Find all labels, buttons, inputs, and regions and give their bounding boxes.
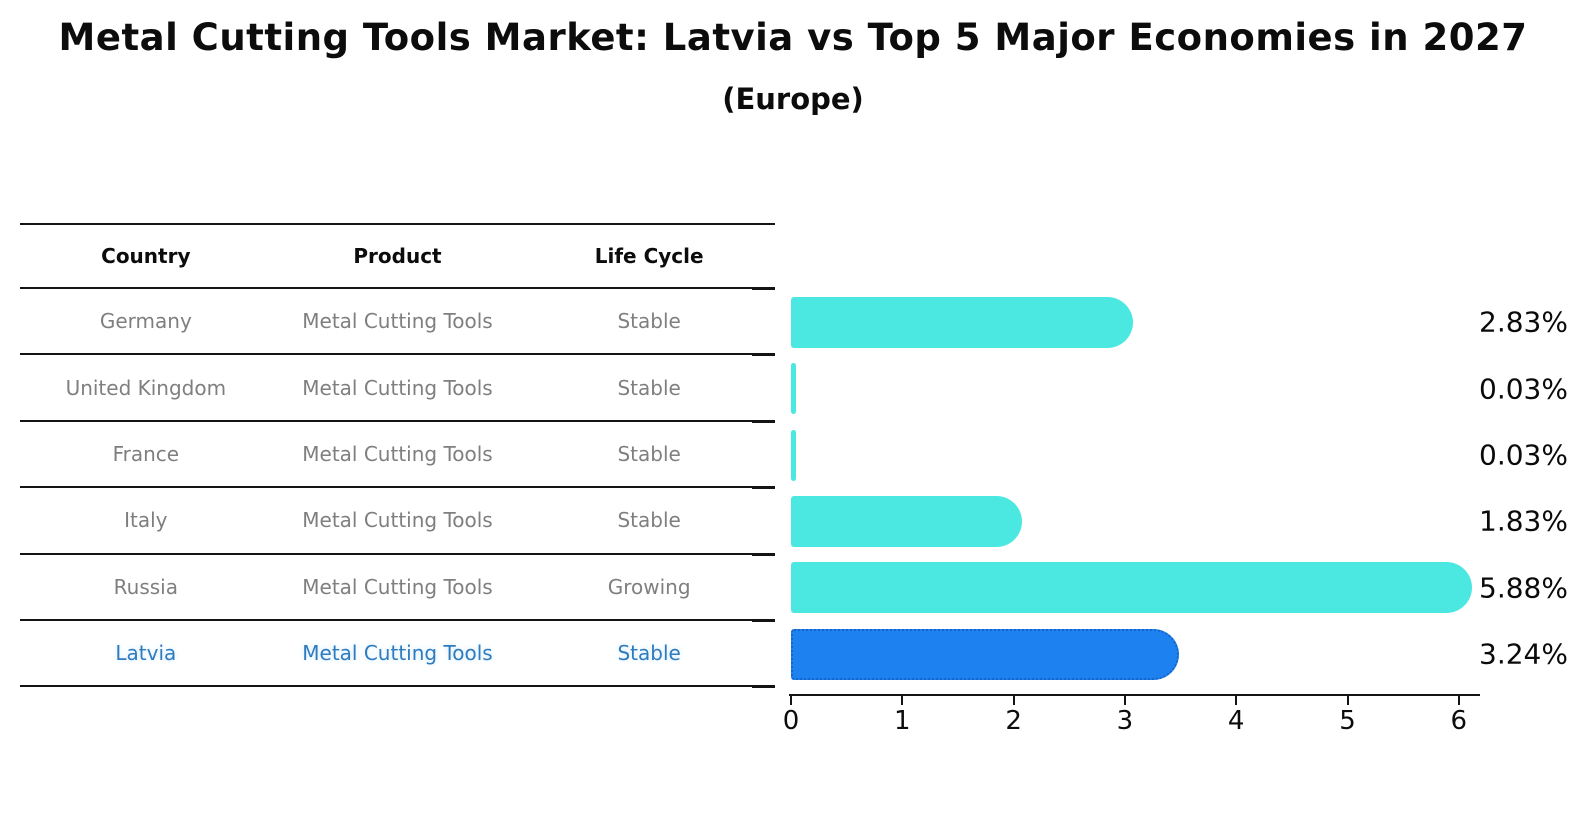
cell-product: Metal Cutting Tools xyxy=(302,574,493,599)
x-tick-mark xyxy=(901,696,904,705)
y-tick-mark xyxy=(752,553,775,556)
cell-life_cycle: Stable xyxy=(617,641,681,666)
cell-country: Italy xyxy=(124,508,168,533)
x-tick-label: 3 xyxy=(1116,706,1134,736)
table-row-russia: Russia Metal Cutting Tools Growing xyxy=(20,555,775,621)
bar-united-kingdom xyxy=(791,363,796,415)
column-header-product: Product xyxy=(353,244,442,268)
x-tick-mark xyxy=(1346,696,1349,705)
bar-italy xyxy=(791,495,1022,547)
y-tick-mark xyxy=(752,354,775,357)
x-tick-label: 0 xyxy=(782,706,800,736)
x-tick-mark xyxy=(790,696,792,705)
cell-country: Russia xyxy=(113,574,178,599)
column-header-life-cycle: Life Cycle xyxy=(594,244,704,268)
cell-life_cycle: Growing xyxy=(607,574,691,599)
cell-country: Latvia xyxy=(115,641,177,666)
cell-life_cycle: Stable xyxy=(617,441,681,466)
chart-subtitle: (Europe) xyxy=(722,82,864,116)
y-tick-mark xyxy=(752,420,775,423)
bar-france xyxy=(791,429,796,481)
x-tick-label: 6 xyxy=(1450,706,1468,736)
cell-life_cycle: Stable xyxy=(617,309,681,334)
cell-product: Metal Cutting Tools xyxy=(302,641,493,666)
table-row-latvia: Latvia Metal Cutting Tools Stable xyxy=(20,621,775,688)
bar-latvia xyxy=(791,628,1179,680)
data-table: Country Product Life Cycle Germany Metal Cut… xyxy=(20,223,775,688)
x-tick-mark xyxy=(1235,696,1238,705)
y-tick-mark xyxy=(752,686,775,689)
x-tick-label: 2 xyxy=(1005,706,1022,736)
x-tick-label: 4 xyxy=(1227,706,1245,736)
x-tick-mark xyxy=(1123,696,1126,705)
value-label-russia: 5.88% xyxy=(1479,571,1568,605)
y-tick-mark xyxy=(752,620,775,622)
value-label-latvia: 3.24% xyxy=(1479,637,1568,671)
x-tick-mark xyxy=(1012,696,1015,705)
value-label-france: 0.03% xyxy=(1479,438,1568,472)
x-tick-label: 5 xyxy=(1339,706,1356,736)
value-label-germany: 2.83% xyxy=(1479,305,1568,339)
x-axis-line xyxy=(789,694,1480,696)
y-tick-mark xyxy=(752,288,775,290)
cell-product: Metal Cutting Tools xyxy=(302,508,493,533)
column-header-country: Country xyxy=(101,244,191,268)
y-tick-mark xyxy=(752,487,775,490)
cell-life_cycle: Stable xyxy=(617,508,681,533)
table-header-row: Country Product Life Cycle xyxy=(20,223,775,289)
cell-product: Metal Cutting Tools xyxy=(302,309,493,334)
x-tick-label: 1 xyxy=(894,706,911,736)
table-row-germany: Germany Metal Cutting Tools Stable xyxy=(20,289,775,356)
chart-title: Metal Cutting Tools Market: Latvia vs To… xyxy=(58,16,1528,59)
cell-life_cycle: Stable xyxy=(617,375,681,400)
table-row-italy: Italy Metal Cutting Tools Stable xyxy=(20,488,775,555)
cell-product: Metal Cutting Tools xyxy=(302,375,493,400)
cell-product: Metal Cutting Tools xyxy=(302,441,493,466)
bar-russia xyxy=(791,562,1473,614)
table-row-united-kingdom: United Kingdom Metal Cutting Tools Stable xyxy=(20,355,775,422)
value-label-united-kingdom: 0.03% xyxy=(1479,372,1568,406)
x-tick-mark xyxy=(1457,696,1460,705)
cell-country: Germany xyxy=(99,309,192,334)
table-row-france: France Metal Cutting Tools Stable xyxy=(20,422,775,489)
cell-country: France xyxy=(112,441,180,466)
bar-germany xyxy=(791,296,1133,348)
value-label-italy: 1.83% xyxy=(1479,504,1568,538)
cell-country: United Kingdom xyxy=(65,375,227,400)
